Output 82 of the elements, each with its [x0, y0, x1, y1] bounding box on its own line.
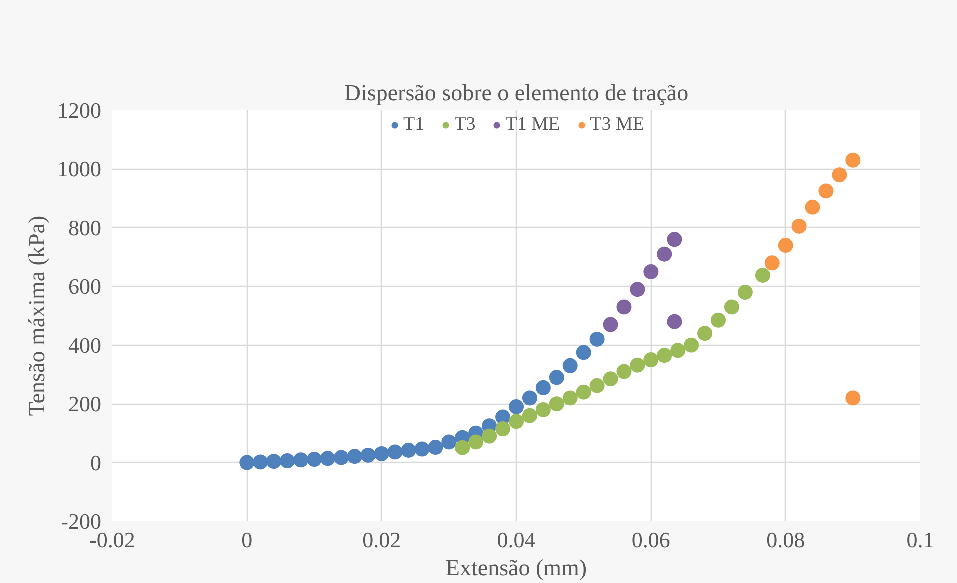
- point: [630, 282, 646, 298]
- point: [347, 449, 362, 464]
- point: [468, 434, 484, 450]
- point: [590, 332, 605, 347]
- y-tick-label: 400: [68, 332, 102, 358]
- x-tick-label: 0: [242, 528, 253, 552]
- point: [562, 390, 578, 406]
- point: [846, 152, 861, 168]
- x-tick-label: 0.1: [906, 528, 934, 552]
- point: [644, 264, 659, 280]
- y-tick-label: 1000: [58, 156, 102, 182]
- point: [818, 184, 834, 199]
- point: [832, 168, 848, 183]
- point: [522, 390, 538, 406]
- point: [414, 442, 430, 457]
- point: [657, 246, 672, 262]
- point: [522, 408, 538, 424]
- point: [455, 440, 470, 456]
- point: [603, 372, 618, 387]
- point: [667, 232, 682, 248]
- point: [724, 300, 740, 315]
- point: [792, 218, 807, 234]
- x-tick-label: 0.06: [632, 528, 670, 552]
- point: [616, 300, 632, 315]
- y-tick-label: 1200: [58, 98, 102, 123]
- point: [374, 446, 390, 462]
- point: [509, 400, 524, 414]
- point: [711, 312, 726, 328]
- y-tick-label: 600: [68, 274, 102, 300]
- legend-label: T1: [404, 114, 425, 136]
- point: [805, 200, 820, 215]
- point: [320, 451, 336, 466]
- point: [698, 326, 713, 342]
- legend-label: T3 ME: [590, 114, 644, 136]
- point: [590, 378, 605, 394]
- point: [428, 440, 444, 456]
- point: [536, 402, 551, 418]
- chart-title: Dispersão sobre o elemento de tração: [344, 80, 689, 106]
- point: [644, 352, 659, 368]
- y-tick-label: 800: [68, 215, 102, 240]
- point: [334, 450, 349, 466]
- point: [576, 345, 592, 360]
- point: [562, 358, 578, 374]
- x-tick-label: 0.04: [497, 528, 536, 552]
- point: [482, 428, 498, 444]
- y-tick-label: -200: [61, 509, 102, 534]
- point: [755, 268, 770, 283]
- point: [549, 370, 564, 386]
- y-tick-label: 200: [68, 392, 102, 417]
- point: [549, 396, 564, 412]
- point: [536, 380, 551, 396]
- point: [738, 285, 753, 300]
- point: [496, 422, 511, 437]
- point: [307, 452, 322, 468]
- point: [657, 348, 672, 364]
- y-axis-title: Tensão máxima (kPa): [24, 216, 50, 416]
- point: [764, 256, 780, 271]
- point: [778, 238, 794, 254]
- point: [442, 434, 457, 450]
- point: [667, 314, 682, 330]
- point: [294, 452, 309, 468]
- point: [670, 343, 686, 358]
- point: [240, 455, 255, 470]
- point: [846, 390, 861, 406]
- point: [388, 444, 403, 460]
- x-tick-label: 0.08: [766, 528, 806, 552]
- point: [280, 454, 296, 469]
- x-axis-title: Extensão (mm): [446, 556, 588, 580]
- point: [509, 414, 524, 430]
- point: [360, 448, 376, 463]
- point: [266, 454, 282, 470]
- point: [576, 384, 592, 400]
- x-tick-label: 0.02: [362, 528, 402, 552]
- point: [684, 338, 700, 353]
- point: [253, 454, 268, 470]
- point: [630, 358, 646, 373]
- legend-label: T3: [454, 114, 476, 136]
- legend-label: T1 ME: [506, 114, 560, 136]
- point: [401, 442, 416, 458]
- point: [616, 364, 632, 380]
- y-tick-label: 0: [90, 450, 102, 476]
- point: [603, 317, 618, 332]
